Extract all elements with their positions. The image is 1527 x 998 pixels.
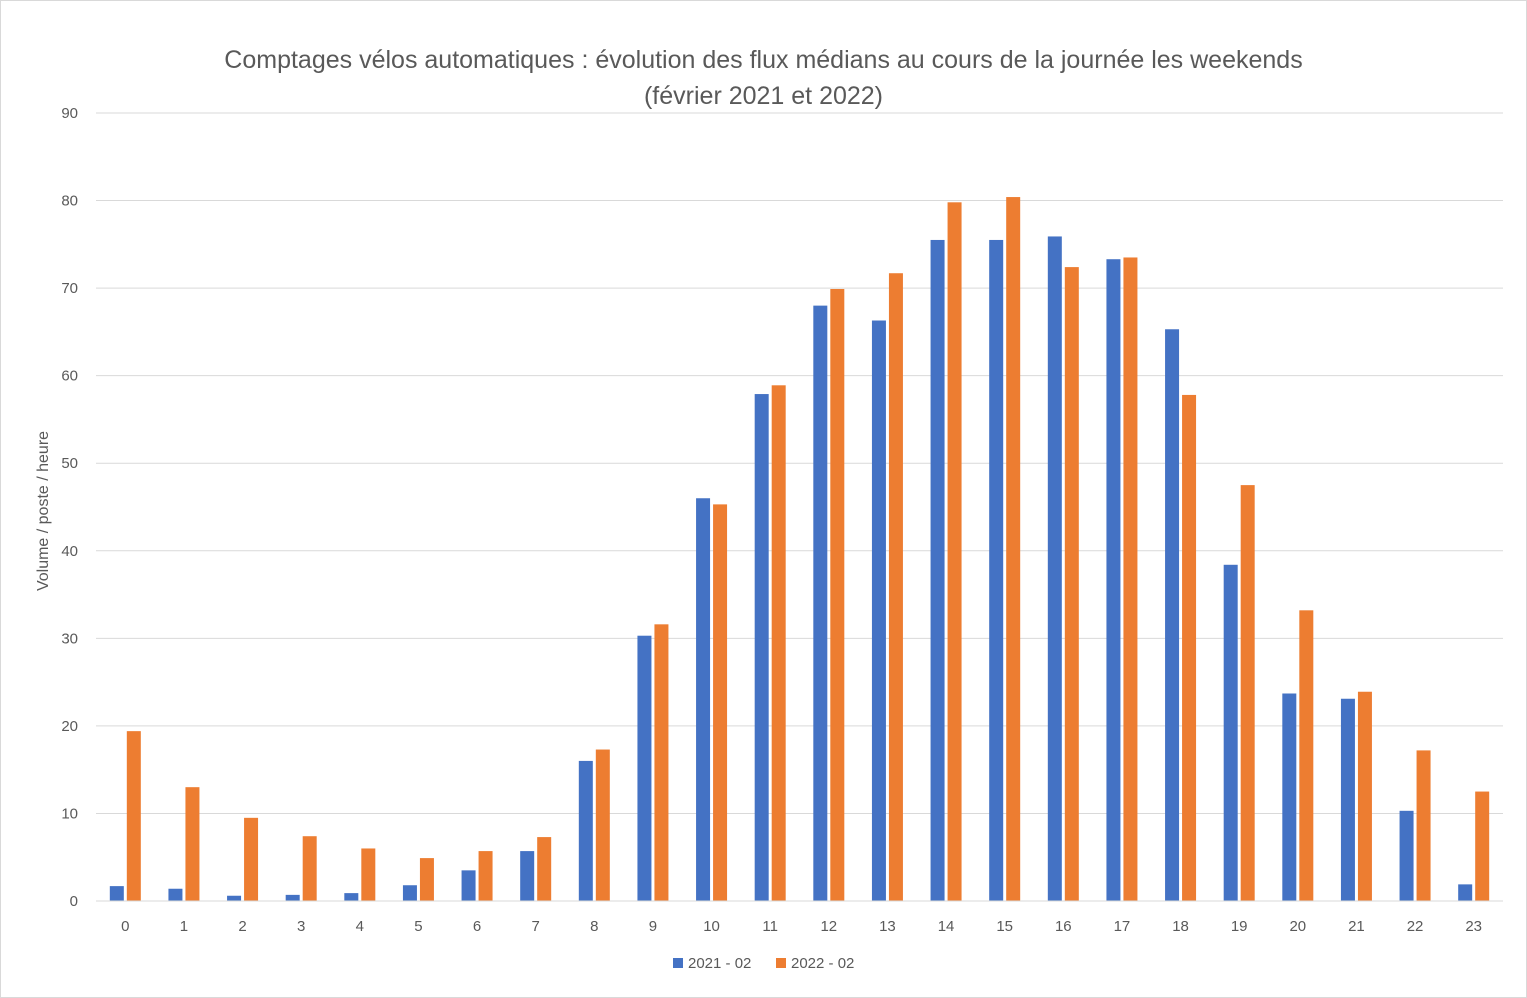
legend-swatch (673, 958, 683, 968)
bar-series-1 (754, 394, 769, 901)
bar-series-1 (1223, 564, 1238, 901)
bar-series-2 (830, 288, 845, 901)
bar-series-2 (947, 202, 962, 902)
bar-series-1 (637, 635, 652, 901)
x-tick-label: 0 (121, 918, 129, 935)
bar-series-1 (1047, 236, 1062, 901)
bar-series-2 (1357, 691, 1372, 901)
bar-series-1 (285, 894, 300, 901)
x-tick-label: 16 (1055, 918, 1072, 935)
bar-series-1 (402, 885, 417, 901)
x-tick-label: 1 (180, 918, 188, 935)
bar-series-2 (419, 858, 434, 901)
chart-title-line: Comptages vélos automatiques : évolution… (224, 46, 1303, 74)
x-tick-label: 3 (297, 918, 305, 935)
y-tick-label: 60 (61, 368, 78, 385)
bar-series-2 (595, 749, 610, 901)
bar-series-1 (930, 239, 945, 901)
bar-series-2 (1123, 257, 1138, 901)
bar-series-1 (871, 320, 886, 901)
bar-series-2 (1240, 485, 1255, 901)
x-tick-label: 18 (1172, 918, 1189, 935)
bar-series-1 (1340, 698, 1355, 901)
bar-series-1 (1106, 259, 1121, 901)
bar-series-1 (461, 870, 476, 901)
bar-series-1 (578, 760, 593, 901)
y-tick-label: 40 (61, 543, 78, 560)
y-axis-label: Volume / poste / heure (35, 431, 52, 591)
x-tick-label: 4 (356, 918, 364, 935)
x-tick-label: 19 (1231, 918, 1248, 935)
y-tick-label: 50 (61, 455, 78, 472)
bar-series-2 (1064, 267, 1079, 901)
legend-label: 2022 - 02 (791, 955, 854, 972)
bar-series-2 (771, 385, 786, 901)
bar-series-2 (654, 624, 669, 901)
y-tick-label: 80 (61, 193, 78, 210)
bar-series-1 (168, 888, 183, 901)
chart-title: Comptages vélos automatiques : évolution… (0, 42, 1527, 114)
x-tick-label: 8 (590, 918, 598, 935)
y-tick-label: 20 (61, 718, 78, 735)
bar-series-1 (344, 893, 359, 901)
bar-series-2 (713, 504, 728, 901)
bar-series-1 (520, 851, 535, 901)
x-tick-label: 12 (820, 918, 837, 935)
legend-swatch (776, 958, 786, 968)
x-tick-label: 22 (1407, 918, 1424, 935)
x-tick-label: 17 (1114, 918, 1131, 935)
y-tick-label: 0 (70, 893, 78, 910)
y-tick-label: 90 (61, 105, 78, 122)
legend: 2021 - 02 2022 - 02 (673, 955, 854, 972)
bars (109, 197, 1490, 902)
bar-series-1 (1282, 693, 1297, 901)
bar-series-2 (244, 817, 259, 901)
bar-series-2 (537, 837, 552, 901)
x-tick-label: 11 (762, 918, 778, 935)
y-tick-label: 30 (61, 630, 78, 647)
bar-series-2 (126, 731, 141, 901)
gridlines (96, 112, 1503, 814)
x-tick-label: 5 (414, 918, 422, 935)
x-tick-label: 13 (879, 918, 896, 935)
bar-series-2 (302, 836, 317, 901)
bar-series-2 (1006, 197, 1021, 901)
bar-series-1 (109, 886, 124, 901)
x-tick-label: 7 (532, 918, 540, 935)
x-tick-label: 6 (473, 918, 481, 935)
bar-series-1 (696, 498, 711, 901)
y-tick-label: 70 (61, 280, 78, 297)
bar-series-1 (989, 239, 1004, 901)
bar-series-2 (185, 787, 200, 901)
y-tick-label: 10 (61, 805, 78, 822)
bar-series-2 (888, 273, 903, 901)
bar-series-2 (1299, 610, 1314, 901)
x-tick-label: 9 (649, 918, 657, 935)
x-tick-label: 14 (938, 918, 955, 935)
chart-subtitle: (février 2021 et 2022) (643, 82, 884, 110)
x-tick-label: 2 (238, 918, 246, 935)
bar-series-1 (1399, 810, 1414, 901)
y-axis-ticks: 0 10 20 30 40 50 60 70 80 90 (61, 105, 78, 910)
x-tick-label: 15 (996, 918, 1013, 935)
x-tick-label: 10 (703, 918, 720, 935)
bar-series-2 (478, 851, 493, 901)
bar-series-2 (361, 848, 376, 901)
legend-label: 2021 - 02 (688, 955, 751, 972)
bar-series-1 (1458, 884, 1473, 901)
x-tick-label: 21 (1348, 918, 1365, 935)
bar-series-1 (813, 305, 828, 902)
bar-series-2 (1182, 394, 1197, 901)
bar-series-2 (1416, 750, 1431, 901)
bar-series-2 (1475, 791, 1490, 901)
x-tick-label: 20 (1289, 918, 1306, 935)
x-axis-ticks: 0 1 2 3 4 5 6 7 8 9 10 11 12 13 14 15 16 17 18 19 20 21 22 23 (121, 918, 1482, 935)
bar-series-1 (227, 895, 242, 901)
x-tick-label: 23 (1465, 918, 1482, 935)
bar-series-1 (1165, 329, 1180, 901)
